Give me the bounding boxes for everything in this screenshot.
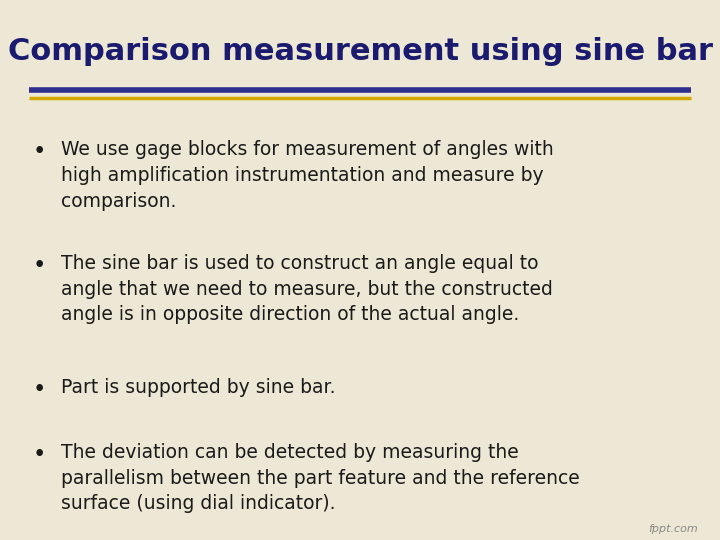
Text: Part is supported by sine bar.: Part is supported by sine bar.	[61, 378, 336, 397]
Text: fppt.com: fppt.com	[649, 523, 698, 534]
Text: •: •	[33, 254, 46, 277]
Text: •: •	[33, 443, 46, 466]
Text: We use gage blocks for measurement of angles with
high amplification instrumenta: We use gage blocks for measurement of an…	[61, 140, 554, 211]
Text: The sine bar is used to construct an angle equal to
angle that we need to measur: The sine bar is used to construct an ang…	[61, 254, 553, 325]
Text: •: •	[33, 378, 46, 401]
Text: The deviation can be detected by measuring the
parallelism between the part feat: The deviation can be detected by measuri…	[61, 443, 580, 514]
Text: •: •	[33, 140, 46, 164]
Text: Comparison measurement using sine bar: Comparison measurement using sine bar	[7, 37, 713, 66]
